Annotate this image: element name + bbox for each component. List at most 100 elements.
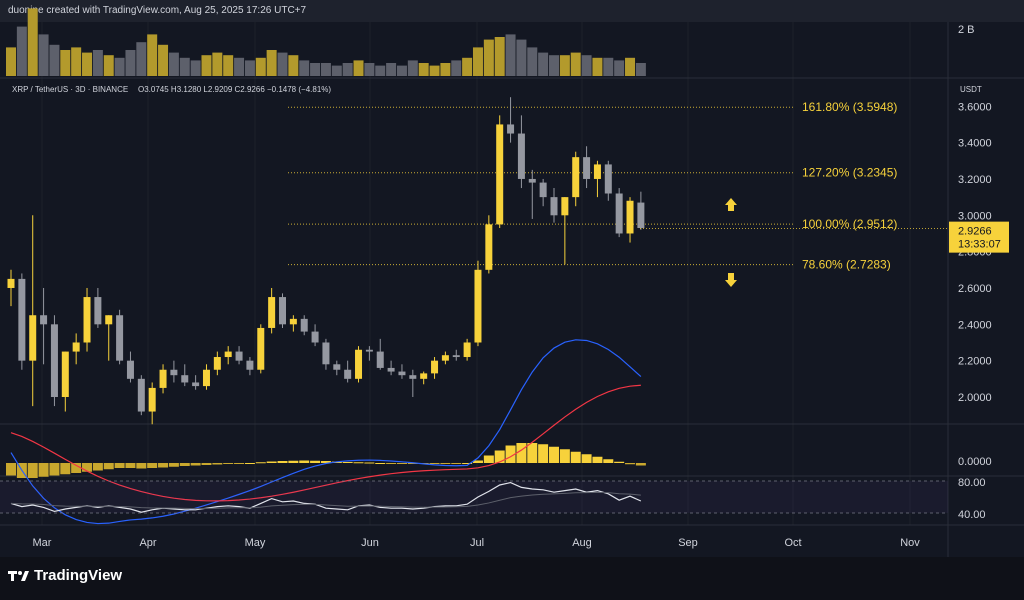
macd-histogram-bar — [179, 463, 190, 466]
signal-line — [10, 384, 641, 502]
volume-bar — [16, 26, 27, 77]
macd-histogram-bar — [125, 463, 136, 468]
chart-canvas[interactable]: 161.80% (3.5948) 127.20% (3.2345) 100.00% … — [0, 0, 1024, 557]
volume-bar — [451, 60, 462, 76]
candle-body — [572, 157, 580, 198]
candle-body — [550, 197, 558, 216]
macd-histogram-bar — [38, 463, 49, 477]
macd-histogram-bar — [168, 463, 179, 467]
volume-bar — [549, 55, 559, 76]
candle-body — [431, 360, 439, 374]
attribution-text: duonine created with TradingView.com, Au… — [8, 5, 307, 16]
volume-bar — [462, 57, 473, 76]
volume-bar — [201, 55, 212, 76]
candle-body — [561, 197, 569, 216]
arrow-up-icon — [725, 198, 737, 211]
macd-histogram-bar — [147, 463, 158, 468]
candle-countdown: 13:33:07 — [958, 239, 1001, 251]
volume-bar — [168, 52, 179, 76]
candle-body — [257, 327, 265, 370]
macd-histogram-bar — [603, 459, 614, 463]
time-axis[interactable]: Mar Apr May Jun Jul Aug Sep Oct Nov — [33, 537, 921, 549]
volume-bar — [6, 47, 16, 76]
time-tick: Apr — [139, 537, 156, 549]
price-tick: 2.0000 — [958, 392, 992, 404]
time-tick: May — [245, 537, 266, 549]
volume-bar — [255, 57, 266, 76]
candle-body — [387, 367, 395, 372]
macd-histogram-bar — [386, 463, 397, 464]
time-tick: Oct — [784, 537, 801, 549]
macd-histogram-bar — [27, 463, 38, 478]
time-tick: Sep — [678, 537, 698, 549]
macd-histogram-bar — [429, 463, 440, 464]
candle-body — [376, 351, 384, 368]
candle-body — [202, 369, 210, 387]
candle-body — [116, 315, 124, 361]
macd-histogram-bar — [364, 462, 375, 464]
macd-histogram-bar — [570, 451, 581, 463]
candle-body — [126, 360, 134, 379]
volume-bar — [429, 65, 440, 76]
volume-pane — [6, 8, 646, 77]
volume-bar — [92, 50, 103, 76]
macd-histogram-bar — [201, 463, 212, 465]
price-axis[interactable]: 2 B 0.0000 80.00 40.00 USDT 3.6000 3.4000 3.200… — [640, 24, 1009, 521]
macd-histogram-bar — [190, 463, 201, 466]
volume-axis-label: 2 B — [958, 24, 975, 36]
currency-label: USDT — [960, 85, 982, 94]
candles-pane[interactable] — [7, 97, 645, 425]
candle-body — [496, 124, 504, 225]
candle-body — [213, 357, 221, 370]
volume-bar — [516, 39, 527, 76]
macd-histogram-bar — [255, 462, 266, 464]
macd-histogram-bar — [310, 460, 321, 463]
macd-histogram-bar — [614, 461, 625, 463]
candle-body — [105, 315, 113, 325]
volume-bar — [386, 63, 397, 76]
macd-line — [10, 339, 642, 525]
macd-histogram-bar — [462, 463, 473, 464]
candle-body — [637, 202, 645, 229]
macd-histogram-bar — [440, 463, 451, 464]
macd-histogram-bar — [494, 450, 505, 463]
volume-bar — [234, 57, 245, 76]
volume-bar — [244, 60, 255, 76]
fib-level-label: 127.20% (3.2345) — [802, 166, 897, 180]
tradingview-wordmark: TradingView — [34, 567, 123, 584]
price-tick: 2.6000 — [958, 283, 992, 295]
arrow-down-icon — [725, 273, 737, 287]
macd-histogram-bar — [234, 463, 245, 464]
candle-body — [224, 351, 232, 358]
candle-body — [507, 124, 515, 134]
volume-bar — [179, 57, 190, 76]
macd-pane — [6, 339, 646, 525]
price-tick: 2.4000 — [958, 319, 992, 331]
grid — [41, 22, 911, 525]
fib-retracement[interactable]: 161.80% (3.5948) 127.20% (3.2345) 100.00% … — [288, 100, 897, 287]
rsi-pane — [0, 480, 948, 514]
macd-histogram-bar — [266, 461, 277, 463]
macd-histogram-bar — [581, 454, 592, 463]
volume-bar — [277, 52, 288, 76]
volume-bar — [158, 44, 169, 76]
footer-bar — [0, 557, 1024, 600]
candle-body — [181, 375, 189, 383]
volume-bar — [494, 37, 505, 76]
macd-histogram-bar — [71, 463, 82, 473]
price-tick: 3.0000 — [958, 210, 992, 222]
rsi-axis-upper: 80.00 — [958, 477, 986, 489]
candle-body — [420, 373, 428, 379]
candle-body — [344, 369, 352, 379]
rsi-band — [0, 481, 948, 513]
price-tick: 2.2000 — [958, 356, 992, 368]
macd-histogram-bar — [538, 444, 549, 463]
macd-histogram-bar — [375, 463, 386, 464]
price-tick: 3.6000 — [958, 101, 992, 113]
price-tick: 3.4000 — [958, 138, 992, 150]
candle-body — [192, 382, 200, 387]
candle-body — [289, 318, 297, 325]
candle-body — [300, 318, 308, 332]
tradingview-logo[interactable]: TradingView — [8, 567, 122, 584]
macd-histogram-bar — [6, 463, 16, 476]
